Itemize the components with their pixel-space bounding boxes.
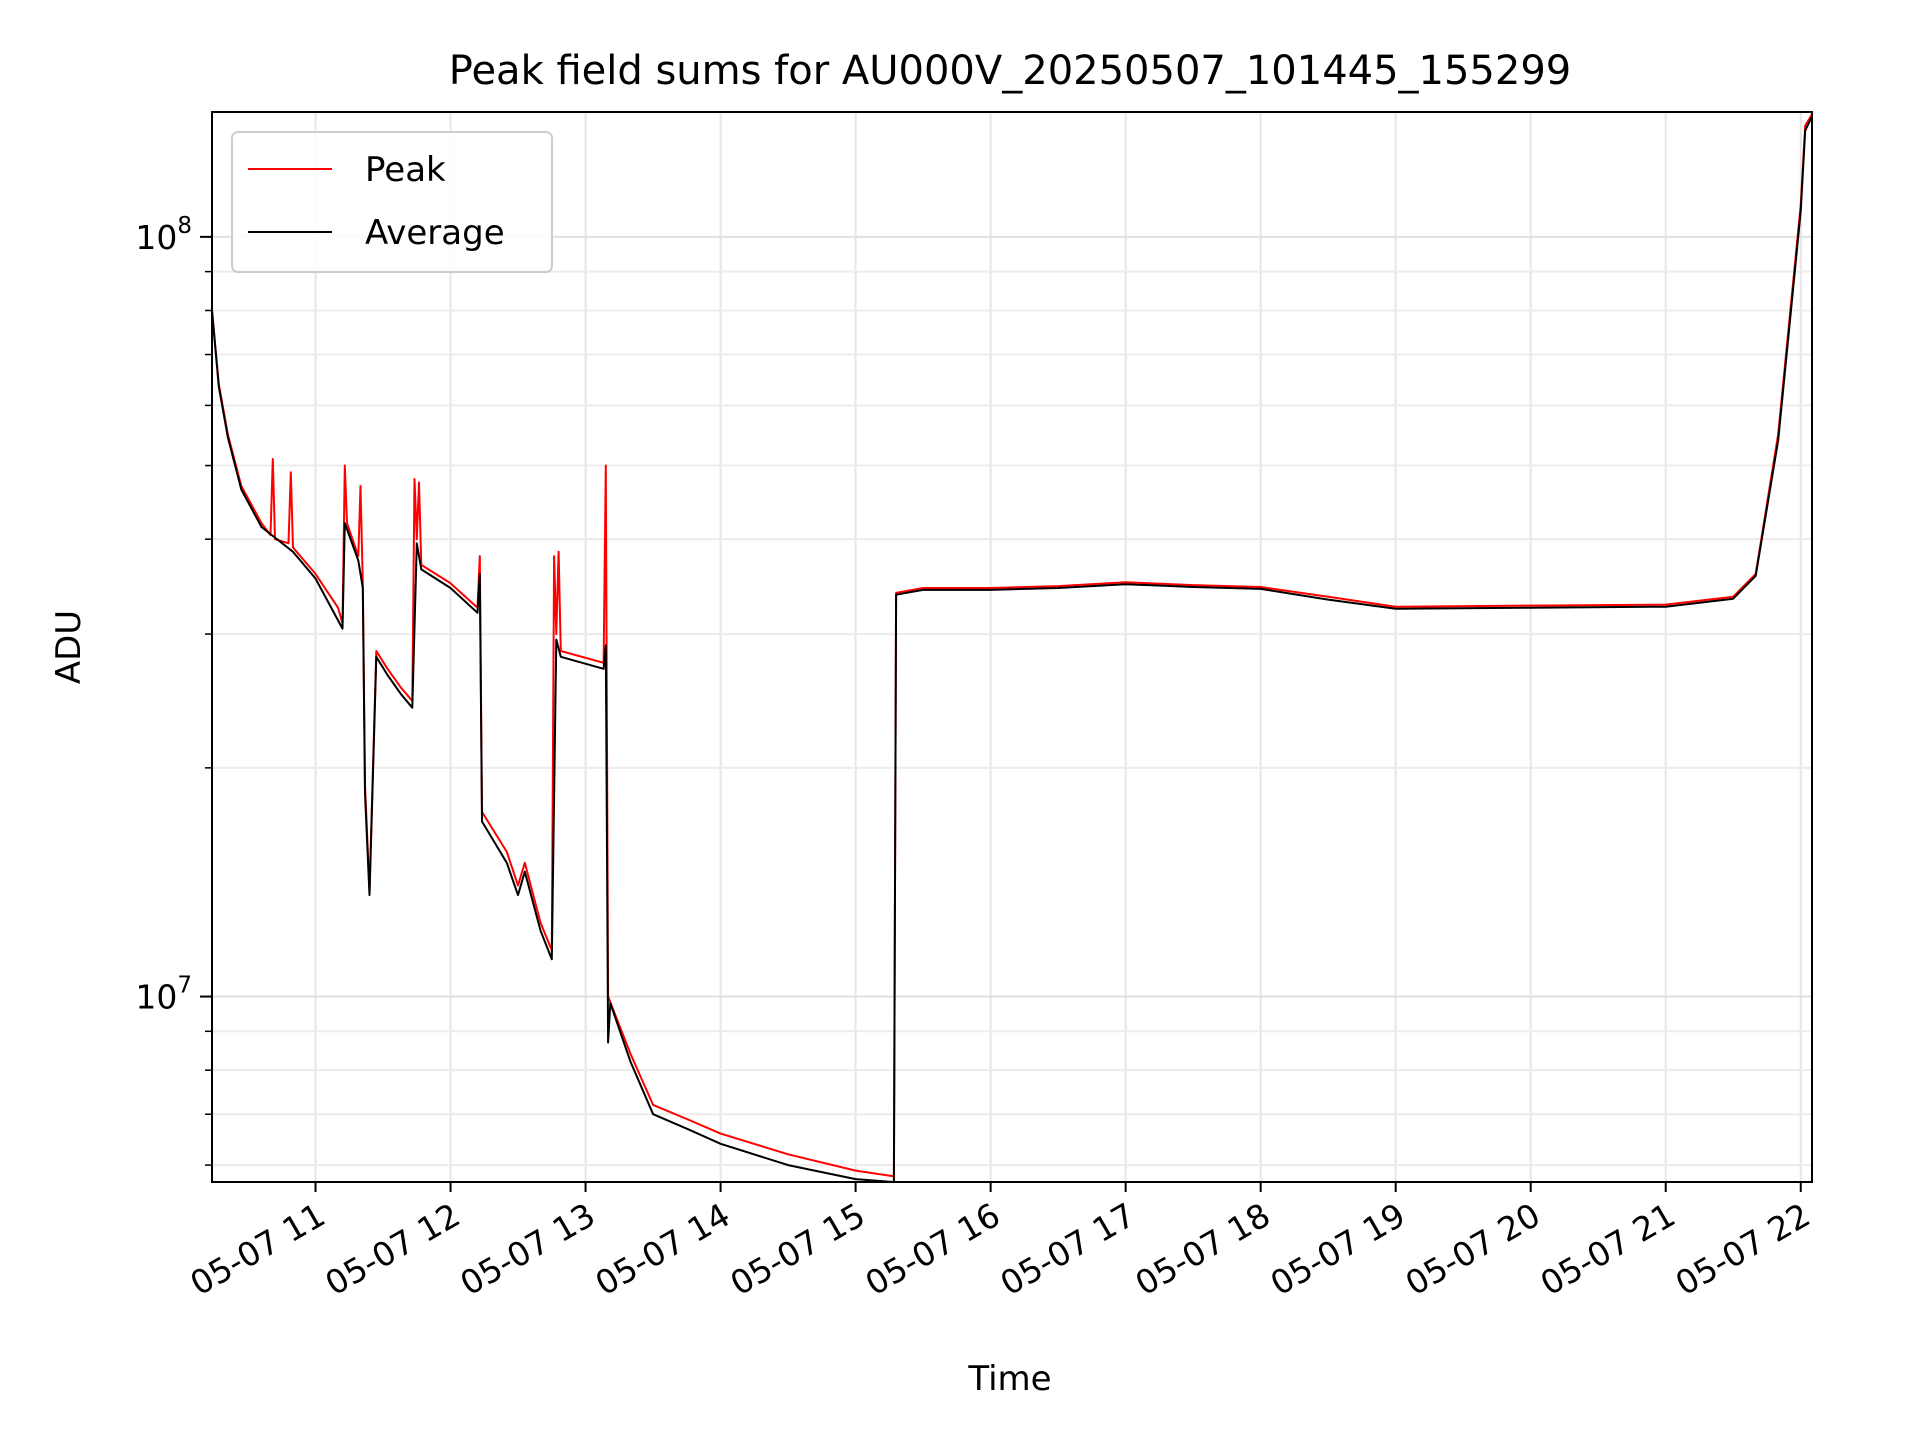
y-axis-label: ADU	[49, 610, 89, 684]
legend: Peak Average	[231, 131, 553, 273]
series-line-peak	[211, 113, 1813, 1178]
y-tick-label: 108	[135, 213, 192, 257]
chart-title: Peak field sums for AU000V_20250507_1014…	[449, 48, 1571, 94]
plot-frame	[211, 111, 1813, 1183]
y-tick-label: 107	[135, 973, 192, 1017]
grid	[212, 112, 1812, 1182]
series-lines	[211, 113, 1813, 1183]
legend-box	[231, 131, 553, 273]
series-line-average	[211, 116, 1813, 1183]
x-axis-label: Time	[967, 1359, 1051, 1399]
legend-label-average: Average	[365, 213, 505, 253]
y-axis: 107 108	[135, 213, 212, 1166]
legend-label-peak: Peak	[365, 150, 446, 190]
